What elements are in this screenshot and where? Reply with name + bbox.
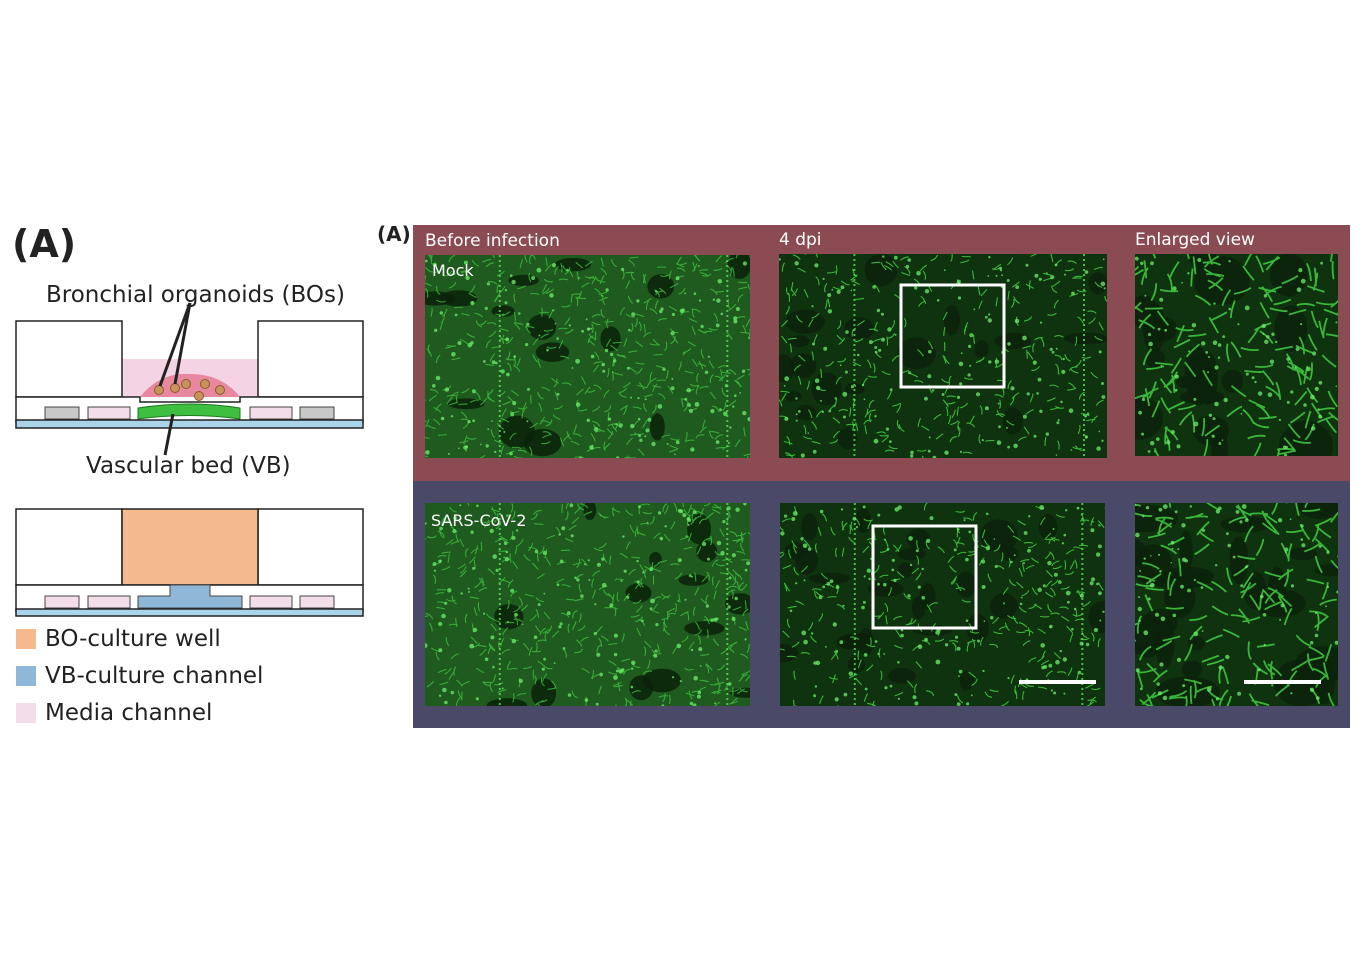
legend-swatch [16, 629, 36, 649]
legend-item-vb-channel: VB-culture channel [16, 663, 264, 689]
vascular-bed-shape [137, 403, 241, 420]
row-label-sars: SARS-CoV-2 [431, 511, 527, 530]
organoid-dots [154, 379, 225, 401]
legend-label: VB-culture channel [45, 663, 264, 689]
legend-label: BO-culture well [45, 626, 221, 652]
channel-gray-left [44, 406, 80, 420]
left-block-2 [15, 508, 123, 586]
legend-label: Media channel [45, 700, 213, 726]
micrograph-sars-enlarged [1135, 503, 1338, 706]
micrograph-mock-enlarged [1135, 254, 1338, 456]
column-title-enlarged: Enlarged view [1135, 230, 1255, 250]
pointer-line-2 [158, 302, 192, 387]
media-channel-a [44, 595, 80, 609]
left-block [15, 320, 123, 398]
pointer-line-1 [173, 302, 192, 385]
column-title-4dpi: 4 dpi [779, 230, 822, 250]
media-channel-right [249, 406, 293, 420]
micrograph-mock-4dpi [779, 254, 1107, 458]
micrograph-sars-before [425, 503, 750, 706]
device-schematic-bottom [15, 508, 364, 617]
channel-gray-right [299, 406, 335, 420]
base-glass-2 [15, 608, 364, 617]
device-schematic-top [15, 302, 364, 456]
row-label-mock: Mock [432, 261, 474, 280]
vascular-bed-label: Vascular bed (VB) [86, 453, 291, 479]
right-block [257, 320, 364, 398]
right-panel-label: (A) [377, 222, 411, 246]
micrograph-sars-4dpi [780, 503, 1105, 706]
column-title-before: Before infection [425, 231, 560, 251]
legend-swatch [16, 703, 36, 723]
left-panel-label: (A) [12, 222, 77, 266]
organoid-label: Bronchial organoids (BOs) [46, 282, 345, 308]
legend-item-bo-well: BO-culture well [16, 626, 221, 652]
pointer-line-vb [163, 413, 175, 456]
media-channel-left [87, 406, 131, 420]
media-channel-d [299, 595, 335, 609]
bo-culture-well [121, 508, 259, 586]
base-glass [15, 419, 364, 429]
media-channel-b [87, 595, 131, 609]
micrograph-mock-before [425, 255, 750, 458]
legend-item-media-channel: Media channel [16, 700, 213, 726]
right-block-2 [257, 508, 364, 586]
legend-swatch [16, 666, 36, 686]
vb-culture-channel [137, 584, 243, 609]
media-channel-c [249, 595, 293, 609]
